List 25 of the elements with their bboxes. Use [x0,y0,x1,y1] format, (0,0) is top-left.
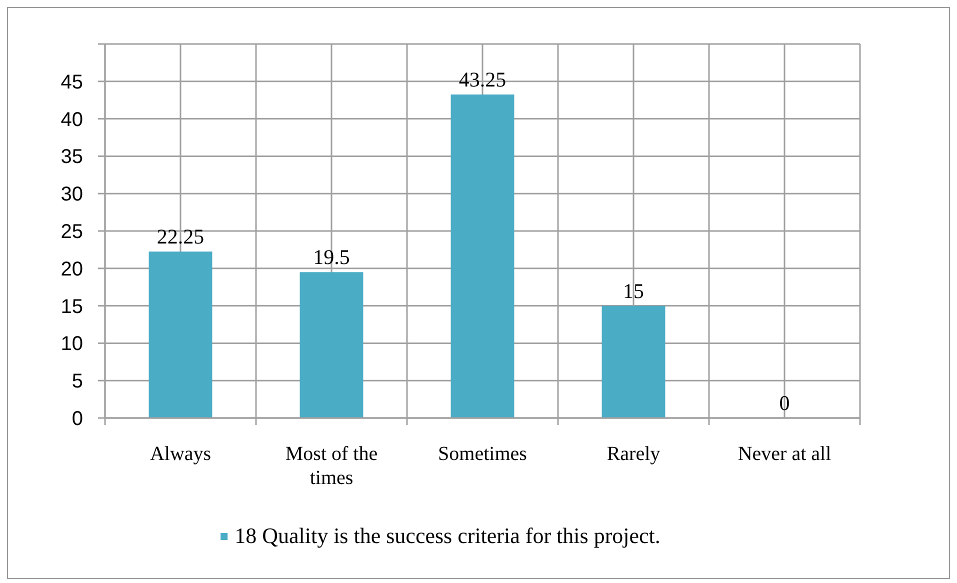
x-tick-label: Never at all [738,443,832,465]
x-tick-label: Rarely [606,443,660,465]
data-label: 0 [779,391,790,415]
y-tick-label: 25 [60,221,83,243]
y-tick-label: 15 [60,296,83,318]
bar [300,272,364,418]
legend-label: 18 Quality is the success criteria for this project. [234,523,660,548]
bar [148,252,212,418]
x-tick-label: Always [150,443,212,465]
bar [450,94,514,418]
y-tick-label: 30 [60,184,83,206]
y-tick-label: 10 [60,333,83,356]
y-tick-label: 0 [72,408,83,430]
data-label: 43.25 [458,67,506,92]
data-label: 22.25 [156,224,204,249]
y-tick-label: 45 [60,71,83,94]
x-tick-label: Most of the times [285,443,378,489]
y-tick-label: 20 [60,258,83,280]
y-tick-label: 5 [72,370,83,393]
y-tick-label: 40 [60,108,83,131]
y-tick-label: 35 [60,146,83,168]
data-label: 19.5 [313,245,350,270]
x-tick-label: Sometimes [438,443,528,465]
data-label: 15 [623,278,644,303]
bar [602,306,666,418]
